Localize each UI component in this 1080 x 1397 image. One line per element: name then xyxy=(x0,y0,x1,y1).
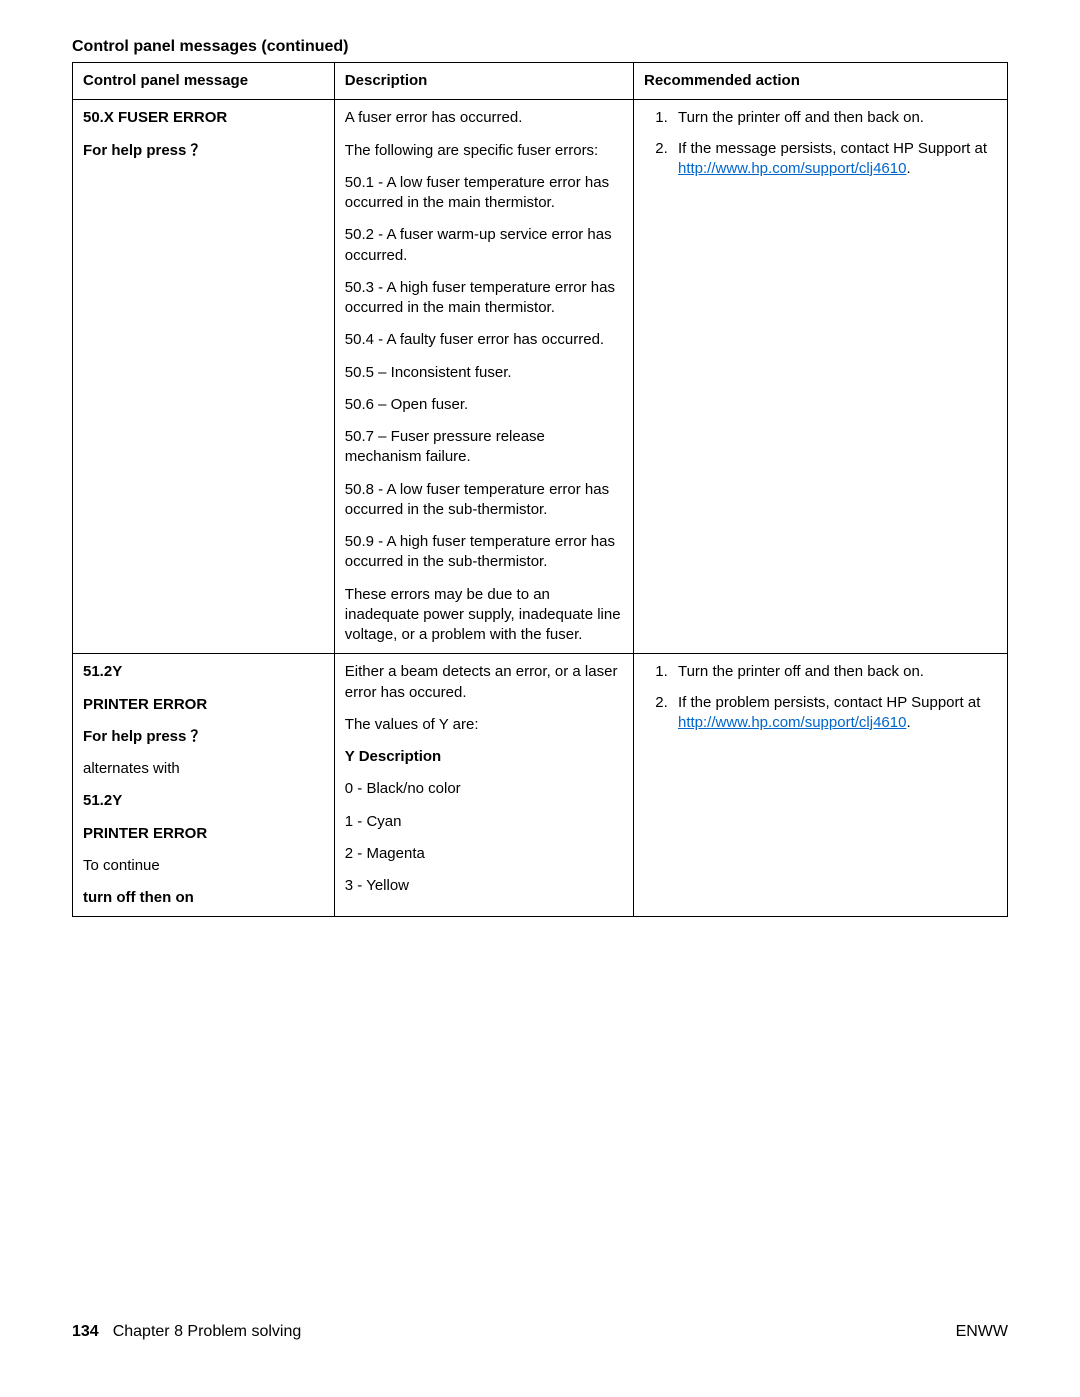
support-link[interactable]: http://www.hp.com/support/clj4610 xyxy=(678,714,906,731)
header-col1: Control panel message xyxy=(73,63,335,100)
description-line: 50.5 – Inconsistent fuser. xyxy=(345,363,623,383)
description-line: 50.6 – Open fuser. xyxy=(345,395,623,415)
header-col3: Recommended action xyxy=(633,63,1007,100)
message-line: 51.2Y xyxy=(83,791,324,811)
action-text: If the problem persists, contact HP Supp… xyxy=(678,694,980,711)
description-line: 50.3 - A high fuser temperature error ha… xyxy=(345,278,623,319)
action-item: Turn the printer off and then back on. xyxy=(672,108,997,128)
action-item: If the problem persists, contact HP Supp… xyxy=(672,693,997,734)
message-line: For help press ？ xyxy=(83,141,324,161)
action-item: Turn the printer off and then back on. xyxy=(672,662,997,682)
description-line: The following are specific fuser errors: xyxy=(345,141,623,161)
description-line: 3 - Yellow xyxy=(345,876,623,896)
action-text-suffix: . xyxy=(906,714,910,731)
message-line: PRINTER ERROR xyxy=(83,824,324,844)
cell-action: Turn the printer off and then back on. I… xyxy=(633,654,1007,917)
description-line: 50.1 - A low fuser temperature error has… xyxy=(345,173,623,214)
description-line: The values of Y are: xyxy=(345,715,623,735)
chapter-label: Chapter 8 Problem solving xyxy=(113,1323,302,1340)
description-line: 2 - Magenta xyxy=(345,844,623,864)
description-line: Y Description xyxy=(345,747,623,767)
message-line: To continue xyxy=(83,856,324,876)
cell-description: A fuser error has occurred. The followin… xyxy=(334,100,633,654)
message-line: 51.2Y xyxy=(83,662,324,682)
message-line: alternates with xyxy=(83,759,324,779)
description-line: 50.9 - A high fuser temperature error ha… xyxy=(345,532,623,573)
description-line: These errors may be due to an inadequate… xyxy=(345,585,623,646)
table-header-row: Control panel message Description Recomm… xyxy=(73,63,1008,100)
description-line: 50.8 - A low fuser temperature error has… xyxy=(345,480,623,521)
description-line: 0 - Black/no color xyxy=(345,779,623,799)
page-footer: 134 Chapter 8 Problem solving ENWW xyxy=(72,1323,1008,1341)
footer-left: 134 Chapter 8 Problem solving xyxy=(72,1323,301,1341)
support-link[interactable]: http://www.hp.com/support/clj4610 xyxy=(678,160,906,177)
description-line: Either a beam detects an error, or a las… xyxy=(345,662,623,703)
description-line: 1 - Cyan xyxy=(345,812,623,832)
table-title: Control panel messages (continued) xyxy=(72,38,1008,56)
table-row: 51.2Y PRINTER ERROR For help press ？ alt… xyxy=(73,654,1008,917)
action-item: If the message persists, contact HP Supp… xyxy=(672,139,997,180)
message-line: For help press ？ xyxy=(83,727,324,747)
action-text-suffix: . xyxy=(906,160,910,177)
cell-description: Either a beam detects an error, or a las… xyxy=(334,654,633,917)
messages-table: Control panel message Description Recomm… xyxy=(72,62,1008,917)
cell-message: 50.X FUSER ERROR For help press ？ xyxy=(73,100,335,654)
header-col2: Description xyxy=(334,63,633,100)
description-line: 50.2 - A fuser warm-up service error has… xyxy=(345,225,623,266)
message-line: PRINTER ERROR xyxy=(83,695,324,715)
description-line: 50.7 – Fuser pressure release mechanism … xyxy=(345,427,623,468)
message-line: turn off then on xyxy=(83,888,324,908)
table-row: 50.X FUSER ERROR For help press ？ A fuse… xyxy=(73,100,1008,654)
cell-action: Turn the printer off and then back on. I… xyxy=(633,100,1007,654)
description-line: 50.4 - A faulty fuser error has occurred… xyxy=(345,330,623,350)
footer-right: ENWW xyxy=(956,1323,1008,1341)
description-line: A fuser error has occurred. xyxy=(345,108,623,128)
cell-message: 51.2Y PRINTER ERROR For help press ？ alt… xyxy=(73,654,335,917)
action-text: If the message persists, contact HP Supp… xyxy=(678,140,987,157)
message-line: 50.X FUSER ERROR xyxy=(83,108,324,128)
page-number: 134 xyxy=(72,1323,99,1340)
